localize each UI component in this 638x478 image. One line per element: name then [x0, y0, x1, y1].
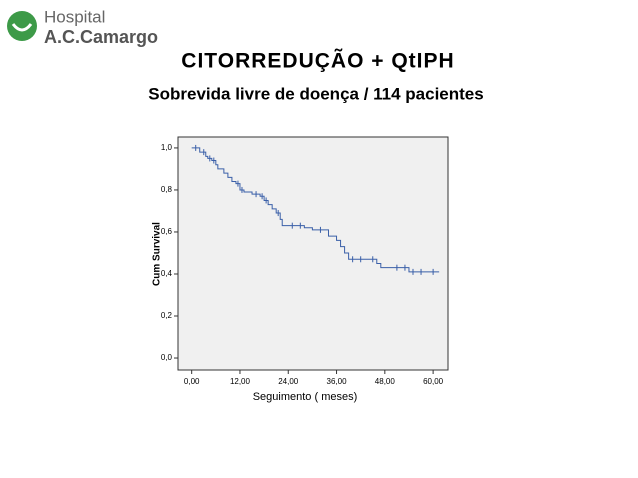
logo: Hospital A.C.Camargo [7, 7, 158, 47]
x-tick-label: 24,00 [278, 377, 299, 386]
x-tick-label: 12,00 [230, 377, 251, 386]
y-tick-label: 0,4 [161, 269, 173, 278]
y-tick-label: 0,0 [161, 353, 173, 362]
chart-title: CITORREDUÇÃO + QtIPH [181, 50, 454, 73]
logo-mark [7, 11, 37, 41]
x-tick-label: 60,00 [423, 377, 444, 386]
x-axis-label: Seguimento ( meses) [253, 391, 358, 403]
y-tick-label: 0,6 [161, 227, 173, 236]
y-tick-label: 0,8 [161, 185, 173, 194]
logo-smile [11, 23, 33, 32]
x-tick-label: 36,00 [327, 377, 348, 386]
chart-subtitle: Sobrevida livre de doença / 114 paciente… [148, 84, 483, 103]
plot-area [177, 136, 449, 371]
logo-text: Hospital [44, 7, 105, 26]
y-axis-label: Cum Survival [152, 222, 163, 286]
y-tick-label: 1,0 [161, 143, 173, 152]
y-tick-label: 0,2 [161, 311, 173, 320]
logo-text: A.C.Camargo [44, 27, 158, 47]
x-tick-label: 48,00 [375, 377, 396, 386]
x-tick-label: 0,00 [184, 377, 200, 386]
